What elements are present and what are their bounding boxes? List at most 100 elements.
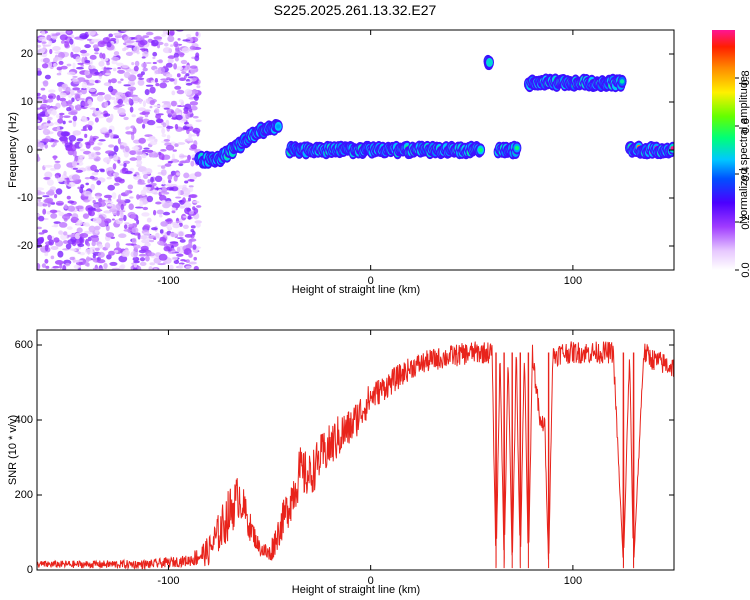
heatmap-cell — [135, 34, 143, 42]
heatmap-cell — [37, 187, 45, 191]
heatmap-cell — [151, 227, 158, 231]
heatmap-cell — [188, 197, 191, 202]
heatmap-cell — [478, 147, 483, 153]
heatmap-cell — [131, 237, 137, 245]
heatmap-cell — [169, 232, 178, 238]
heatmap-cell — [48, 95, 54, 99]
heatmap-cell — [45, 111, 49, 116]
heatmap-cell — [176, 89, 185, 95]
heatmap-cell — [125, 131, 134, 135]
heatmap-cell — [59, 263, 63, 269]
heatmap-cell — [145, 184, 153, 188]
heatmap-cell — [66, 71, 76, 76]
heatmap-cell — [169, 78, 175, 82]
heatmap-cell — [189, 108, 193, 113]
heatmap-cell — [192, 77, 197, 81]
heatmap-cell — [171, 153, 175, 161]
heatmap-cell — [47, 234, 52, 241]
heatmap-cell — [104, 133, 110, 138]
heatmap-cell — [61, 100, 67, 108]
heatmap-cell — [61, 84, 67, 89]
heatmap-cell — [130, 251, 138, 258]
heatmap-cell — [153, 105, 161, 108]
heatmap-cell — [114, 249, 119, 253]
heatmap-cell — [67, 239, 76, 245]
heatmap-cell — [95, 107, 100, 111]
heatmap-cell — [37, 263, 41, 270]
heatmap-cell — [76, 138, 84, 142]
heatmap-cell — [45, 265, 50, 269]
heatmap-cell — [118, 217, 124, 221]
heatmap-cell — [79, 148, 86, 152]
heatmap-cell — [164, 219, 172, 222]
heatmap-cell — [161, 101, 171, 104]
heatmap-cell — [78, 142, 84, 148]
heatmap-cell — [152, 56, 156, 60]
heatmap-cell — [57, 177, 64, 183]
heatmap-cell — [37, 70, 42, 76]
heatmap-cell — [71, 174, 81, 181]
heatmap-cell — [37, 92, 41, 97]
heatmap-cell — [75, 56, 81, 63]
heatmap-cell — [48, 239, 54, 246]
heatmap-cell — [143, 224, 151, 229]
heatmap-cell — [46, 116, 53, 121]
heatmap-cell — [133, 244, 141, 249]
heatmap-cell — [195, 31, 199, 37]
heatmap-cell — [132, 256, 140, 262]
heatmap-cell — [175, 114, 183, 121]
heatmap-cell — [164, 200, 174, 207]
heatmap-cell — [133, 45, 140, 53]
heatmap-cell — [110, 96, 116, 100]
heatmap-cell — [161, 165, 166, 169]
heatmap-cell — [184, 180, 189, 184]
heatmap-cell — [106, 41, 112, 48]
heatmap-cell — [178, 52, 185, 58]
heatmap-cell — [167, 35, 175, 42]
heatmap-cell — [42, 208, 47, 215]
heatmap-cell — [130, 88, 134, 96]
heatmap-cell — [88, 79, 95, 84]
heatmap-cell — [92, 146, 101, 151]
heatmap-cell — [85, 182, 89, 186]
heatmap-cell — [88, 88, 96, 93]
heatmap-cell — [161, 127, 166, 135]
heatmap-cell — [98, 214, 103, 219]
heatmap-cell — [77, 89, 82, 93]
heatmap-cell — [97, 40, 106, 48]
heatmap-cell — [178, 99, 183, 103]
heatmap-cell — [177, 38, 181, 41]
heatmap-cell — [123, 116, 129, 121]
heatmap-cell — [153, 192, 159, 195]
heatmap-cell — [186, 207, 191, 212]
heatmap-cell — [122, 47, 127, 52]
heatmap-cell — [162, 122, 167, 128]
heatmap-cell — [50, 255, 55, 260]
heatmap-cell — [184, 88, 193, 96]
heatmap-cell — [169, 30, 175, 36]
heatmap-cell — [113, 172, 119, 177]
heatmap-cell — [174, 85, 182, 90]
heatmap-cell — [85, 83, 95, 86]
heatmap-cell — [136, 265, 142, 270]
heatmap-cell — [103, 157, 111, 163]
heatmap-cell — [99, 52, 103, 59]
heatmap-cell — [150, 176, 154, 183]
heatmap-cell — [95, 80, 99, 84]
heatmap-cell — [67, 234, 76, 238]
heatmap-cell — [159, 236, 163, 242]
heatmap-cell — [162, 30, 167, 35]
heatmap-cell — [46, 179, 54, 186]
heatmap-cell — [141, 62, 148, 68]
heatmap-cell — [159, 214, 163, 218]
heatmap-cell — [193, 256, 197, 261]
heatmap-cell — [94, 117, 99, 123]
heatmap-cell — [111, 267, 121, 270]
heatmap-cell — [41, 63, 49, 69]
heatmap-cell — [51, 144, 56, 148]
heatmap-cell — [185, 112, 190, 120]
heatmap-cell — [59, 114, 64, 119]
heatmap-cell — [138, 107, 146, 112]
heatmap-cell — [149, 239, 155, 243]
